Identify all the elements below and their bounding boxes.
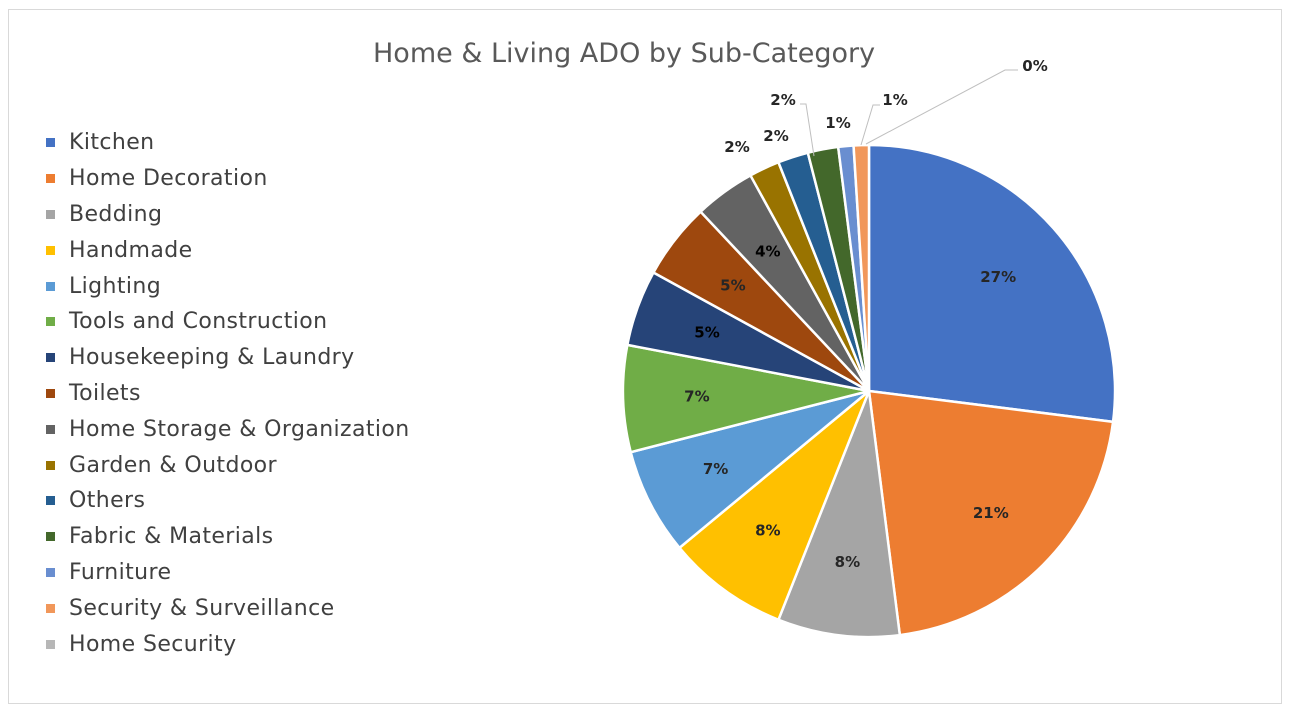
legend-swatch bbox=[46, 281, 55, 291]
legend-item: Others bbox=[46, 483, 466, 519]
legend-swatch bbox=[46, 532, 55, 542]
legend-swatch bbox=[46, 388, 55, 398]
legend-item: Furniture bbox=[46, 555, 466, 591]
legend-item: Garden & Outdoor bbox=[46, 447, 466, 483]
legend-swatch bbox=[46, 353, 55, 363]
legend-swatch bbox=[46, 174, 55, 184]
data-label: 7% bbox=[703, 460, 728, 478]
legend-swatch bbox=[46, 567, 55, 577]
legend-label: Security & Surveillance bbox=[69, 595, 335, 621]
legend-swatch bbox=[46, 317, 55, 327]
data-label: 5% bbox=[694, 324, 719, 342]
data-label: 4% bbox=[755, 243, 780, 261]
legend: Kitchen Home Decoration Bedding Handmade Lig… bbox=[46, 125, 466, 662]
data-label: 0% bbox=[1022, 57, 1047, 75]
data-label: 7% bbox=[684, 387, 709, 405]
data-label: 8% bbox=[835, 553, 860, 571]
legend-item: Security & Surveillance bbox=[46, 590, 466, 626]
legend-label: Home Storage & Organization bbox=[69, 416, 410, 442]
pie-slice bbox=[629, 389, 870, 550]
legend-label: Home Decoration bbox=[69, 166, 268, 192]
legend-item: Home Storage & Organization bbox=[46, 411, 466, 447]
legend-swatch bbox=[46, 209, 55, 219]
legend-swatch bbox=[46, 138, 55, 148]
legend-label: Garden & Outdoor bbox=[69, 452, 277, 478]
legend-swatch bbox=[46, 424, 55, 434]
legend-swatch bbox=[46, 603, 55, 613]
legend-item: Bedding bbox=[46, 197, 466, 233]
data-label: 21% bbox=[973, 504, 1009, 522]
pie-slice bbox=[867, 389, 1115, 637]
legend-label: Fabric & Materials bbox=[69, 524, 274, 550]
data-label: 5% bbox=[720, 277, 745, 295]
legend-label: Others bbox=[69, 488, 146, 514]
data-label: 2% bbox=[724, 138, 749, 156]
legend-label: Tools and Construction bbox=[69, 309, 328, 335]
legend-item: Housekeeping & Laundry bbox=[46, 340, 466, 376]
data-label: 2% bbox=[770, 91, 795, 109]
data-label: 2% bbox=[763, 127, 788, 145]
legend-item: Handmade bbox=[46, 232, 466, 268]
legend-label: Housekeeping & Laundry bbox=[69, 345, 355, 371]
legend-item: Lighting bbox=[46, 268, 466, 304]
legend-item: Home Security bbox=[46, 626, 466, 662]
legend-item: Toilets bbox=[46, 376, 466, 412]
leader-line bbox=[800, 103, 815, 157]
legend-label: Home Security bbox=[69, 631, 237, 657]
legend-item: Fabric & Materials bbox=[46, 519, 466, 555]
legend-item: Tools and Construction bbox=[46, 304, 466, 340]
pie-slice bbox=[677, 390, 871, 622]
legend-label: Furniture bbox=[69, 559, 172, 585]
pie-slice bbox=[621, 343, 870, 454]
data-label: 8% bbox=[755, 521, 780, 539]
pie-slice bbox=[776, 390, 902, 639]
chart-title: Home & Living ADO by Sub-Category bbox=[373, 38, 876, 69]
legend-label: Bedding bbox=[69, 201, 163, 227]
legend-swatch bbox=[46, 245, 55, 255]
legend-label: Lighting bbox=[69, 273, 162, 299]
leader-line bbox=[865, 69, 1018, 145]
data-label: 1% bbox=[825, 114, 850, 132]
legend-label: Handmade bbox=[69, 237, 193, 263]
legend-item: Kitchen bbox=[46, 125, 466, 161]
pie-slice bbox=[852, 143, 871, 392]
leader-line bbox=[860, 104, 880, 146]
pie-slice bbox=[867, 143, 1117, 424]
legend-swatch bbox=[46, 639, 55, 649]
legend-label: Kitchen bbox=[69, 130, 155, 156]
legend-swatch bbox=[46, 460, 55, 470]
legend-item: Home Decoration bbox=[46, 161, 466, 197]
legend-swatch bbox=[46, 496, 55, 506]
data-label: 27% bbox=[980, 268, 1016, 286]
legend-label: Toilets bbox=[69, 380, 141, 406]
data-label: 1% bbox=[882, 91, 907, 109]
